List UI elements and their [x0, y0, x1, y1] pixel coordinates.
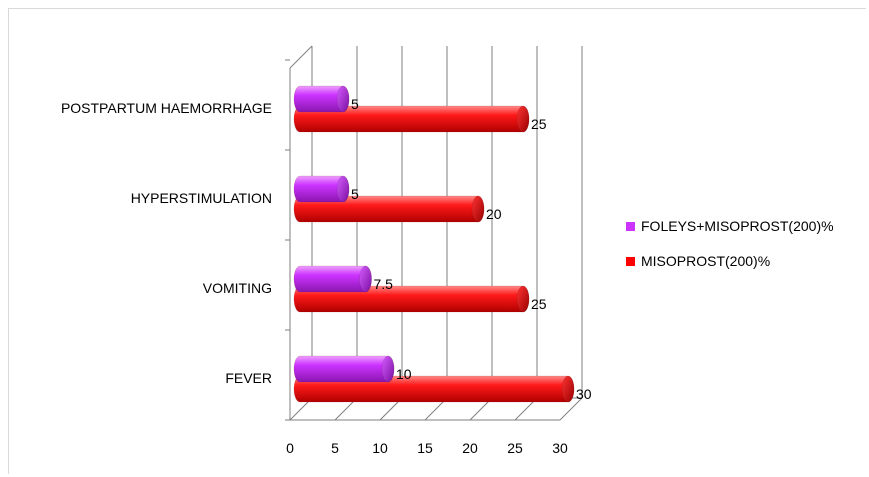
data-label: 7.5: [374, 276, 394, 292]
data-label: 25: [531, 116, 547, 132]
side-wall-top: [289, 45, 313, 69]
legend-label: FOLEYS+MISOPROST(200)%: [641, 218, 834, 234]
floor-gridline: [559, 397, 583, 421]
chart-frame: [8, 8, 866, 474]
category-label: HYPERSTIMULATION: [131, 190, 272, 206]
bar-foleys-misoprost: [293, 175, 350, 203]
x-tick-label: 25: [507, 440, 523, 456]
category-label: POSTPARTUM HAEMORRHAGE: [61, 100, 272, 116]
bar-misoprost: [293, 285, 530, 313]
x-tick-label: 5: [331, 440, 339, 456]
x-tick-label: 30: [552, 440, 568, 456]
bar-misoprost: [293, 195, 485, 223]
data-label: 5: [351, 186, 359, 202]
category-label: VOMITING: [203, 280, 272, 296]
labels: 0 5 10 15 20 25 30 10 30 FEVER 7.5 25 VOMITING 5 20 HYP…: [61, 96, 592, 456]
x-tick-label: 20: [462, 440, 478, 456]
data-label: 20: [486, 206, 502, 222]
data-label: 10: [396, 366, 412, 382]
bar-foleys-misoprost: [293, 85, 350, 113]
data-label: 25: [531, 296, 547, 312]
category-label: FEVER: [225, 370, 272, 386]
bar-misoprost: [293, 105, 530, 133]
legend-swatch: [626, 257, 635, 266]
bar-foleys-misoprost: [293, 265, 372, 293]
x-tick-label: 10: [372, 440, 388, 456]
bar-misoprost: [293, 375, 575, 403]
data-label: 30: [576, 386, 592, 402]
legend-label: MISOPROST(200)%: [641, 253, 770, 269]
bar-foleys-misoprost: [293, 355, 395, 383]
legend: FOLEYS+MISOPROST(200)% MISOPROST(200)%: [626, 218, 834, 269]
data-label: 5: [351, 96, 359, 112]
bars: [293, 85, 575, 403]
x-tick-label: 0: [286, 440, 294, 456]
legend-swatch: [626, 222, 635, 231]
x-tick-label: 15: [417, 440, 433, 456]
